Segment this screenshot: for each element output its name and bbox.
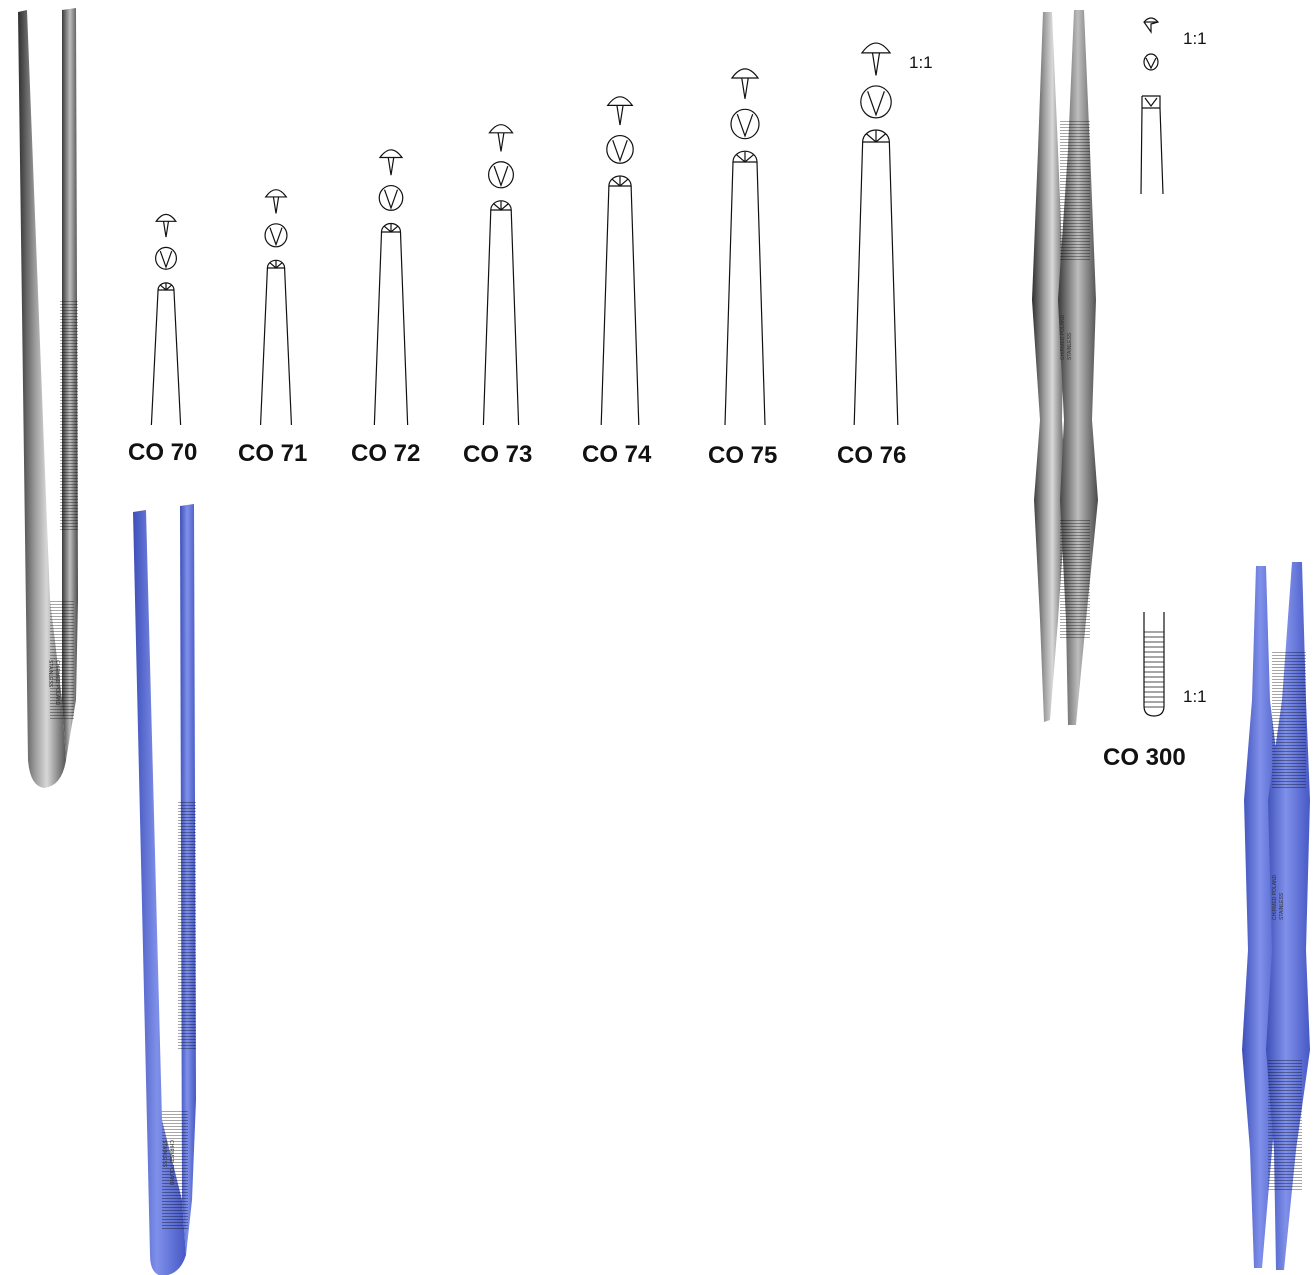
tip-model-76 (853, 42, 899, 426)
tooth-side-view (860, 85, 892, 119)
engraving-steel-co300: STAINLESS (1067, 332, 1073, 360)
tip-model-75 (724, 68, 766, 426)
jaw-tip-tooth (611, 176, 629, 187)
tooth-top-view (378, 149, 404, 176)
engraving-brand-left: CHIRMED POLAND (54, 660, 60, 706)
tooth-top-view (154, 213, 178, 238)
engraving-steel-blue-left: STAINLESS (161, 1140, 167, 1168)
model-label: CO 76 (837, 442, 906, 469)
engraving-brand-blue-left: CHIRMED POLAND (168, 1140, 174, 1186)
scale-label-co300-serration: 1:1 (1183, 687, 1207, 706)
co300-tip-drawing (1140, 17, 1164, 195)
jaw-outline (259, 267, 293, 426)
tooth-side-v (159, 250, 173, 269)
tooth-top-view (264, 189, 288, 214)
model-label: CO 74 (582, 441, 652, 468)
tweezer-photo-steel-left: CHIRMED POLAND STAINLESS (18, 8, 78, 788)
tooth-side-v (867, 91, 885, 117)
jaw-tip-tooth (269, 260, 283, 269)
tip-model-74 (600, 96, 640, 426)
engraving-brand-blue-right: CHIRMED POLAND (1272, 874, 1278, 920)
tooth-side-view (730, 108, 760, 140)
tweezer-photo-blue-right: CHIRMED POLAND STAINLESS (1242, 562, 1310, 1270)
engraving-brand-co300: CHIRMED POLAND (1060, 314, 1066, 360)
jaw-tip-tooth (160, 283, 172, 291)
tooth-top-view (606, 96, 634, 126)
scale-label-co300-tip: 1:1 (1183, 29, 1207, 48)
jaw-outline (724, 161, 766, 426)
jaw-tip-head (862, 129, 890, 143)
tip-model-73 (482, 124, 520, 426)
scale-label-tips: 1:1 (909, 53, 933, 72)
tooth-top-view (860, 42, 892, 76)
jaw-outline (373, 231, 409, 426)
jaw-tip-head (380, 222, 402, 233)
jaw-tip-head (157, 282, 175, 291)
model-label: CO 71 (238, 440, 307, 467)
tip-model-70 (150, 213, 182, 426)
engraving-steel-blue-right: STAINLESS (1279, 892, 1285, 920)
tooth-side-v (493, 165, 509, 188)
tooth-side-view (378, 184, 404, 211)
tip-model-71 (259, 189, 293, 426)
tooth-top-view (488, 124, 514, 152)
jaw-tip-tooth (736, 151, 754, 163)
tooth-side-view (606, 134, 634, 164)
tooth-side-view (488, 161, 515, 189)
jaw-tip-head (266, 259, 286, 269)
tooth-side-v (612, 139, 628, 163)
tooth-top-view (730, 68, 760, 99)
model-label: CO 75 (708, 442, 777, 469)
jaw-tip-tooth (493, 201, 509, 211)
engraving-steel-left: STAINLESS (47, 660, 53, 688)
jaw-tip-tooth (866, 130, 886, 143)
tip-model-72 (373, 149, 409, 426)
tweezer-photo-steel-co300: CHIRMED POLAND STAINLESS (1032, 10, 1098, 725)
co300-label: CO 300 (1103, 744, 1186, 771)
model-label: CO 72 (351, 440, 420, 467)
tweezer-photo-blue-left: CHIRMED POLAND STAINLESS (133, 504, 196, 1275)
jaw-outline (600, 185, 640, 426)
jaw-tip-head (732, 150, 758, 163)
model-label: CO 73 (463, 441, 532, 468)
jaw-outline (853, 141, 899, 426)
model-label: CO 70 (128, 439, 197, 466)
jaw-outline (150, 289, 182, 426)
tooth-side-v (383, 189, 399, 210)
jaw-tip-head (608, 175, 632, 187)
tooth-side-v (269, 227, 283, 247)
tooth-side-view (264, 223, 288, 248)
co300-serration-drawing (1143, 612, 1165, 717)
jaw-tip-head (490, 200, 512, 211)
jaw-outline (482, 209, 520, 426)
tooth-side-view (155, 246, 178, 270)
tip-drawings: CO 70 CO 71 CO 72 CO 73 CO 74 CO 75 CO 76 (128, 42, 906, 469)
tooth-side-v (736, 113, 754, 138)
jaw-tip-tooth (383, 223, 399, 233)
